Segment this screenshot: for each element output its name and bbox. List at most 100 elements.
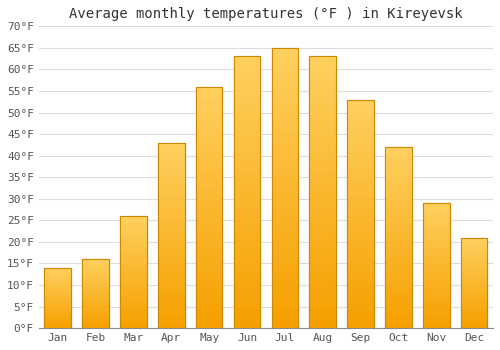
Bar bbox=[461, 251, 487, 253]
Bar bbox=[461, 290, 487, 292]
Title: Average monthly temperatures (°F ) in Kireyevsk: Average monthly temperatures (°F ) in Ki… bbox=[69, 7, 462, 21]
Bar bbox=[423, 253, 450, 256]
Bar bbox=[196, 129, 222, 135]
Bar bbox=[196, 99, 222, 105]
Bar bbox=[385, 156, 411, 161]
Bar bbox=[120, 326, 146, 328]
Bar bbox=[234, 172, 260, 179]
Bar bbox=[120, 224, 146, 227]
Bar bbox=[385, 301, 411, 306]
Bar bbox=[272, 146, 298, 153]
Bar bbox=[234, 247, 260, 253]
Bar bbox=[423, 244, 450, 247]
Bar bbox=[120, 312, 146, 314]
Bar bbox=[82, 299, 109, 301]
Bar bbox=[385, 201, 411, 206]
Bar bbox=[234, 131, 260, 138]
Bar bbox=[196, 262, 222, 268]
Bar bbox=[120, 252, 146, 255]
Bar bbox=[272, 153, 298, 160]
Bar bbox=[120, 275, 146, 278]
Bar bbox=[348, 294, 374, 300]
Bar bbox=[158, 277, 184, 282]
Bar bbox=[44, 322, 71, 324]
Bar bbox=[196, 316, 222, 322]
Bar bbox=[423, 288, 450, 290]
Bar bbox=[272, 286, 298, 293]
Bar bbox=[385, 292, 411, 296]
Bar bbox=[385, 324, 411, 328]
Bar bbox=[272, 202, 298, 209]
Bar bbox=[82, 318, 109, 320]
Bar bbox=[82, 316, 109, 318]
Bar bbox=[461, 306, 487, 308]
Bar bbox=[272, 76, 298, 83]
Bar bbox=[423, 222, 450, 225]
Bar bbox=[196, 87, 222, 93]
Bar bbox=[423, 269, 450, 272]
Bar bbox=[348, 168, 374, 174]
Bar bbox=[158, 166, 184, 170]
Bar bbox=[348, 180, 374, 185]
Bar bbox=[461, 319, 487, 321]
Bar bbox=[385, 224, 411, 229]
Bar bbox=[82, 301, 109, 302]
Bar bbox=[461, 274, 487, 276]
Bar bbox=[272, 230, 298, 237]
Bar bbox=[120, 236, 146, 238]
Bar bbox=[234, 206, 260, 213]
Bar bbox=[44, 280, 71, 281]
Bar bbox=[120, 284, 146, 286]
Bar bbox=[196, 280, 222, 286]
Bar bbox=[423, 225, 450, 228]
Bar bbox=[348, 117, 374, 122]
Bar bbox=[272, 132, 298, 139]
Bar bbox=[272, 307, 298, 314]
Bar bbox=[120, 250, 146, 252]
Bar bbox=[385, 319, 411, 324]
Bar bbox=[348, 111, 374, 117]
Bar bbox=[272, 48, 298, 55]
Bar bbox=[272, 314, 298, 321]
Bar bbox=[310, 274, 336, 281]
Bar bbox=[310, 294, 336, 301]
Bar bbox=[196, 225, 222, 232]
Bar bbox=[44, 293, 71, 295]
Bar bbox=[158, 143, 184, 328]
Bar bbox=[44, 318, 71, 319]
Bar bbox=[272, 258, 298, 265]
Bar bbox=[385, 152, 411, 156]
Bar bbox=[44, 307, 71, 309]
Bar bbox=[385, 278, 411, 283]
Bar bbox=[120, 317, 146, 320]
Bar bbox=[158, 314, 184, 319]
Bar bbox=[423, 203, 450, 206]
Bar bbox=[120, 219, 146, 222]
Bar bbox=[82, 287, 109, 288]
Bar bbox=[461, 260, 487, 262]
Bar bbox=[310, 70, 336, 77]
Bar bbox=[461, 240, 487, 242]
Bar bbox=[158, 300, 184, 305]
Bar bbox=[461, 326, 487, 328]
Bar bbox=[196, 135, 222, 141]
Bar bbox=[158, 184, 184, 189]
Bar bbox=[385, 233, 411, 238]
Bar bbox=[158, 231, 184, 236]
Bar bbox=[348, 305, 374, 311]
Bar bbox=[310, 172, 336, 179]
Bar bbox=[272, 160, 298, 167]
Bar bbox=[158, 189, 184, 194]
Bar bbox=[44, 325, 71, 327]
Bar bbox=[348, 105, 374, 111]
Bar bbox=[196, 322, 222, 328]
Bar bbox=[196, 93, 222, 99]
Bar bbox=[272, 97, 298, 104]
Bar bbox=[461, 265, 487, 267]
Bar bbox=[82, 308, 109, 309]
Bar bbox=[158, 291, 184, 296]
Bar bbox=[234, 97, 260, 104]
Bar bbox=[82, 297, 109, 299]
Bar bbox=[234, 274, 260, 281]
Bar bbox=[272, 293, 298, 300]
